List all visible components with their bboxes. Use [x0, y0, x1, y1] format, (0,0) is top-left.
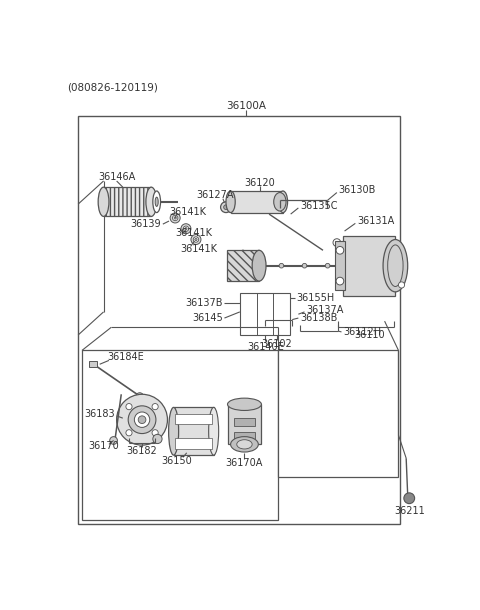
Text: 36120: 36120	[244, 178, 275, 187]
Bar	[228, 404, 262, 444]
Text: 36184E: 36184E	[108, 351, 144, 362]
Text: 36182: 36182	[127, 445, 157, 456]
Circle shape	[279, 264, 284, 268]
Circle shape	[126, 429, 132, 436]
Text: 36127A: 36127A	[196, 190, 234, 200]
Bar	[234, 418, 255, 426]
Text: (080826-120119): (080826-120119)	[67, 82, 158, 93]
Bar	[89, 361, 96, 367]
Text: 36131A: 36131A	[358, 216, 395, 226]
Bar	[104, 187, 151, 217]
Circle shape	[152, 429, 158, 436]
Ellipse shape	[172, 215, 178, 221]
Polygon shape	[323, 223, 346, 256]
Text: 36183: 36183	[84, 409, 115, 419]
Circle shape	[126, 404, 132, 410]
Circle shape	[136, 393, 144, 400]
Ellipse shape	[230, 437, 258, 452]
Text: 36141K: 36141K	[175, 228, 212, 239]
Bar	[336, 241, 345, 290]
Text: 36145: 36145	[192, 313, 223, 323]
Circle shape	[325, 264, 330, 268]
Bar	[240, 293, 290, 335]
Circle shape	[404, 493, 415, 504]
Text: 36141K: 36141K	[180, 244, 217, 254]
Text: 36155H: 36155H	[296, 293, 334, 303]
Ellipse shape	[153, 191, 160, 212]
Circle shape	[134, 412, 150, 428]
Ellipse shape	[146, 187, 156, 217]
Text: 36141K: 36141K	[169, 207, 206, 217]
Circle shape	[110, 437, 118, 444]
Text: 36100A: 36100A	[226, 101, 266, 110]
Text: 36137B: 36137B	[185, 298, 223, 307]
Bar	[82, 350, 278, 520]
Bar	[343, 235, 396, 296]
Circle shape	[152, 404, 158, 410]
Bar	[230, 191, 283, 212]
Ellipse shape	[252, 250, 266, 281]
Ellipse shape	[98, 187, 109, 217]
Ellipse shape	[155, 197, 158, 206]
Text: 36139: 36139	[131, 219, 161, 229]
Ellipse shape	[191, 234, 201, 245]
Circle shape	[117, 394, 168, 445]
Circle shape	[398, 282, 405, 288]
Circle shape	[333, 239, 341, 246]
Bar	[78, 115, 400, 523]
Ellipse shape	[237, 440, 252, 449]
Circle shape	[138, 416, 146, 423]
Text: 36211: 36211	[394, 506, 425, 515]
Ellipse shape	[174, 217, 176, 219]
Ellipse shape	[383, 240, 408, 292]
Ellipse shape	[238, 250, 248, 281]
Text: 36112H: 36112H	[343, 327, 381, 337]
Ellipse shape	[170, 213, 180, 223]
Ellipse shape	[226, 191, 235, 212]
Text: 36150: 36150	[161, 456, 192, 465]
Ellipse shape	[388, 245, 403, 287]
Circle shape	[336, 278, 344, 285]
Bar	[227, 250, 259, 281]
Text: 36146A: 36146A	[98, 172, 135, 182]
Ellipse shape	[195, 239, 197, 241]
Text: 36140E: 36140E	[247, 342, 284, 351]
Ellipse shape	[183, 226, 189, 231]
Bar	[175, 438, 212, 449]
Circle shape	[336, 246, 344, 254]
Ellipse shape	[228, 398, 262, 411]
Ellipse shape	[278, 191, 288, 212]
Circle shape	[221, 202, 231, 212]
Text: 36170A: 36170A	[226, 458, 263, 468]
Text: 36110: 36110	[354, 330, 384, 340]
Bar	[234, 432, 255, 440]
Ellipse shape	[181, 224, 191, 234]
Bar	[278, 350, 398, 478]
Circle shape	[153, 434, 162, 443]
Ellipse shape	[274, 193, 286, 211]
Text: 36130B: 36130B	[338, 185, 376, 195]
Circle shape	[224, 205, 228, 209]
Text: 36138B: 36138B	[300, 313, 337, 323]
Ellipse shape	[193, 237, 199, 242]
Ellipse shape	[185, 228, 187, 230]
Circle shape	[347, 264, 351, 268]
Bar	[174, 407, 214, 455]
Bar	[175, 414, 212, 425]
Text: 36135C: 36135C	[300, 201, 337, 210]
Text: 36102: 36102	[262, 339, 292, 350]
Text: 36170: 36170	[88, 441, 119, 451]
Ellipse shape	[209, 407, 219, 455]
Circle shape	[128, 406, 156, 434]
Text: 36137A: 36137A	[306, 306, 343, 315]
Ellipse shape	[168, 407, 179, 455]
Circle shape	[302, 264, 307, 268]
